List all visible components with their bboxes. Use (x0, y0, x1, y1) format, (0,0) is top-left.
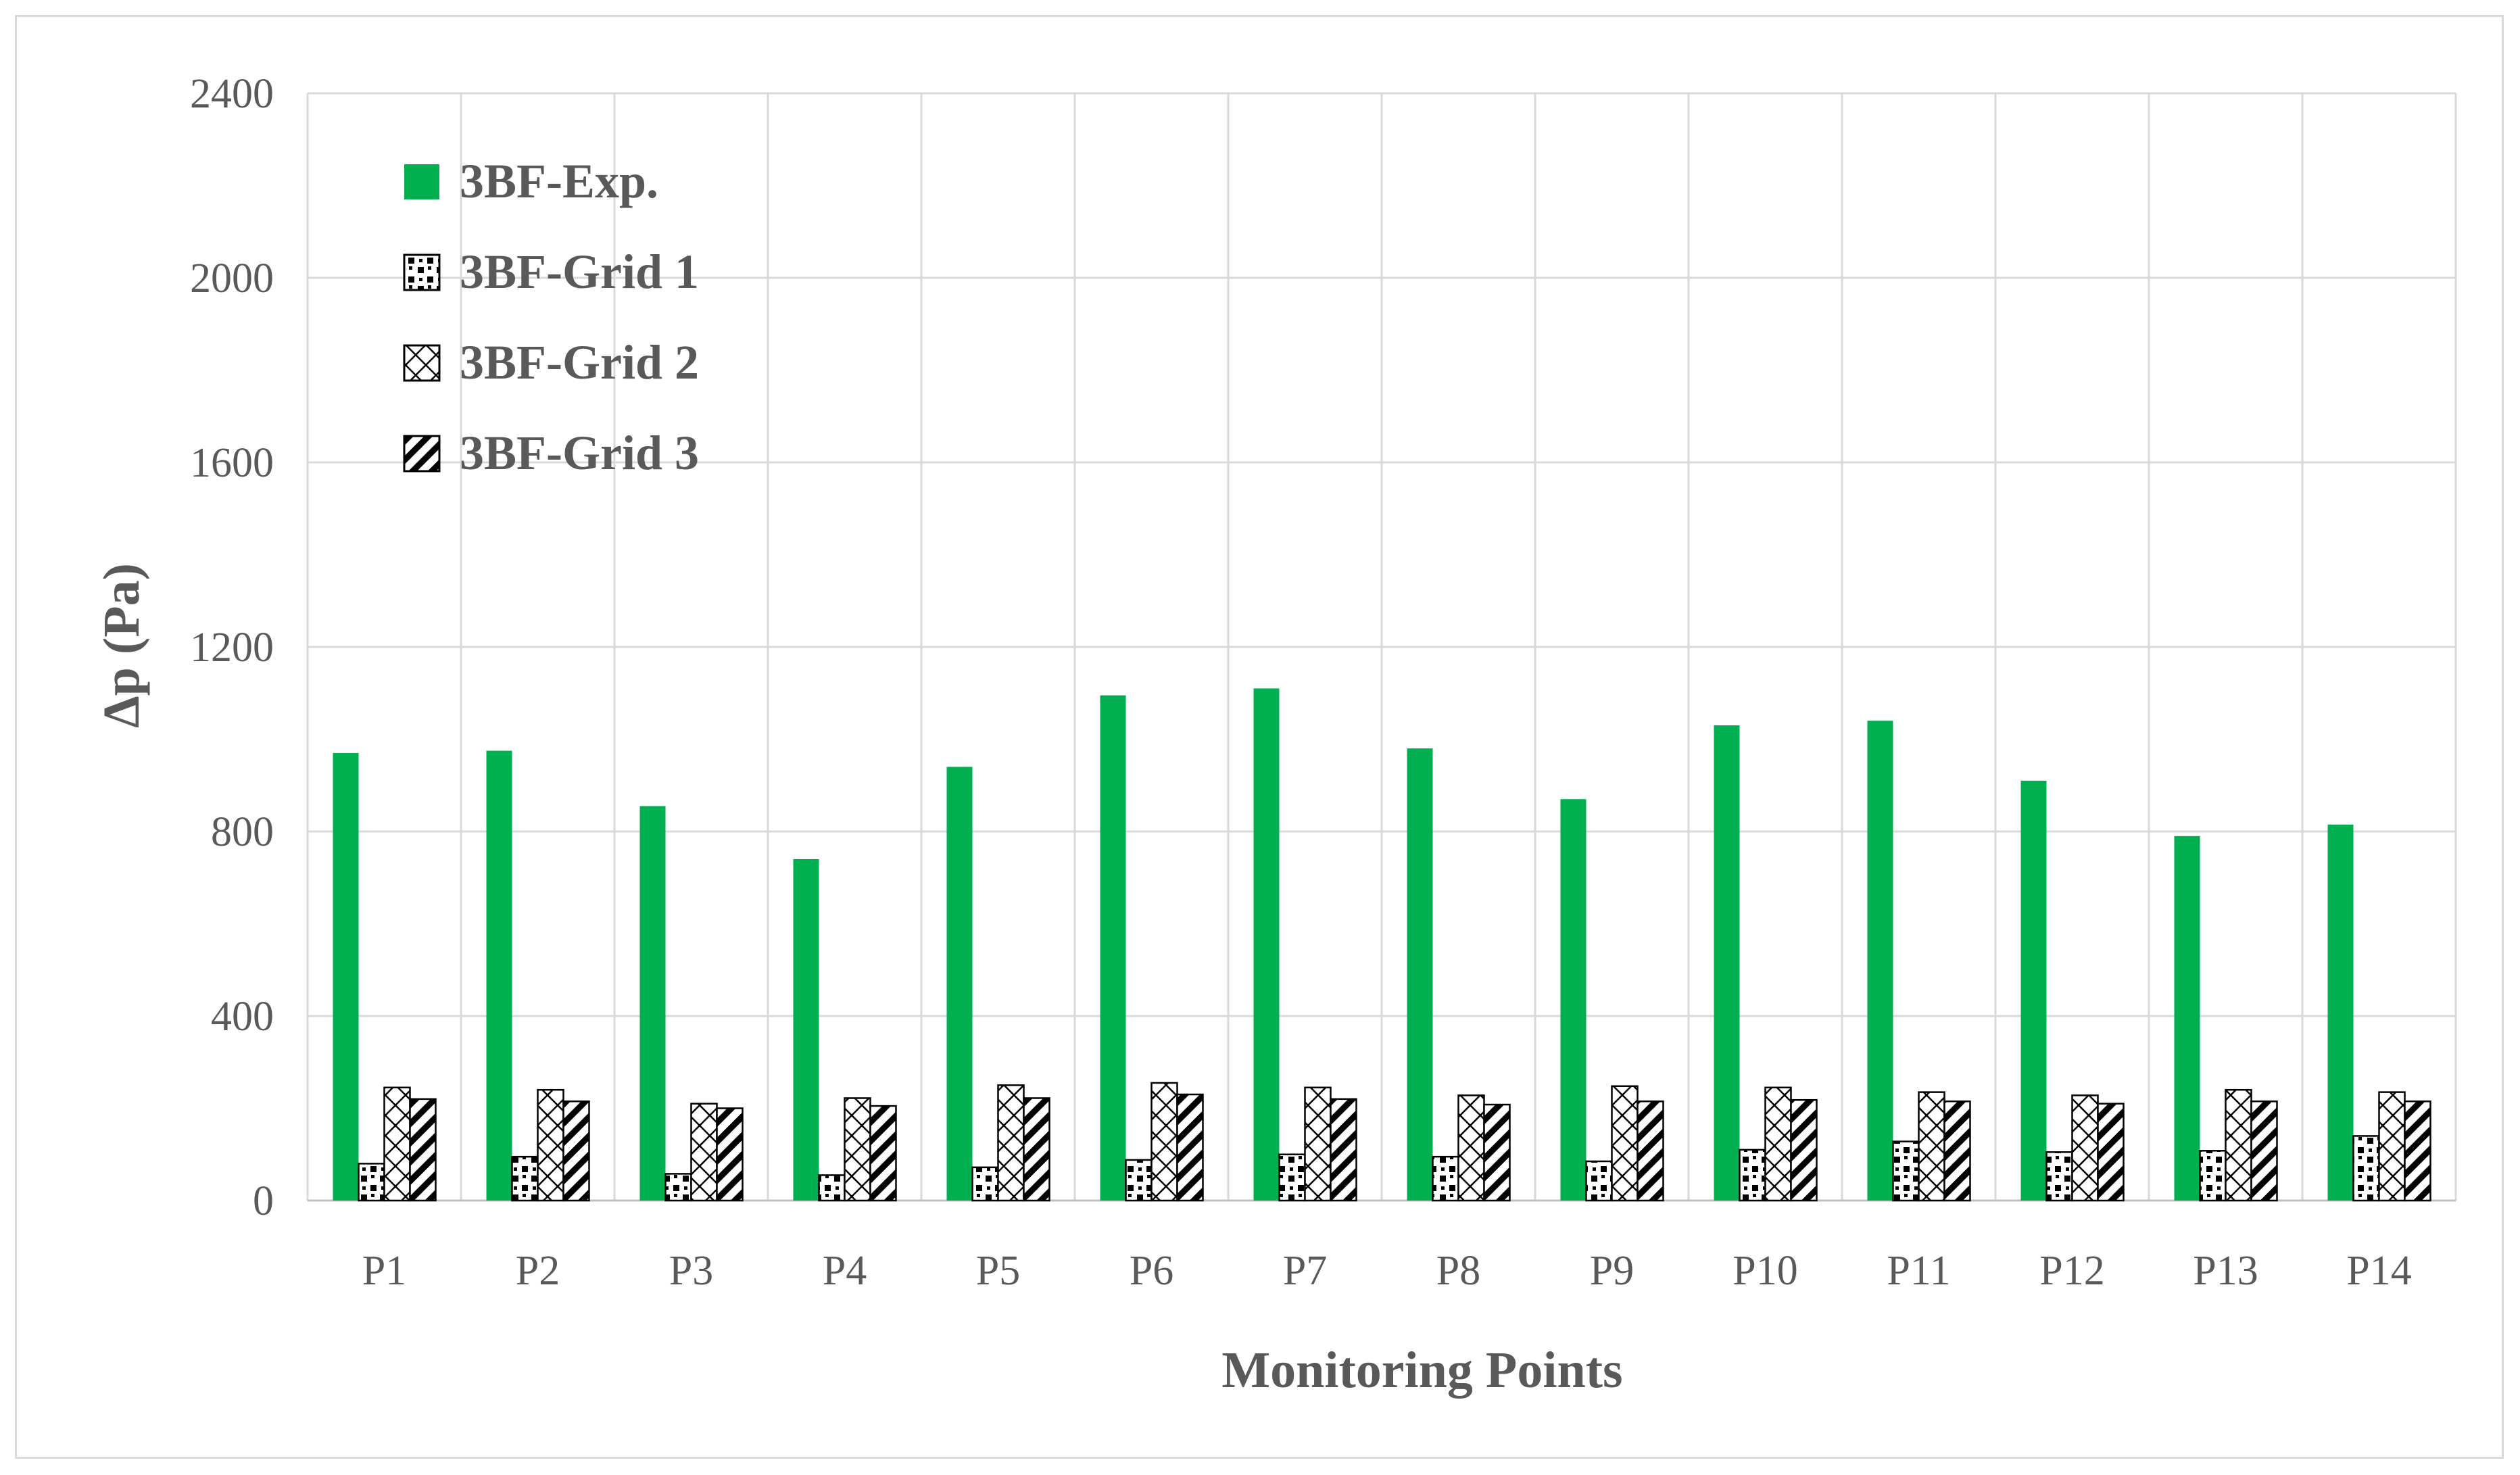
bar-3bf-grid-1-p5 (971, 1166, 999, 1202)
bar-3bf-grid-2-p1 (383, 1086, 411, 1202)
y-tick-label: 2000 (190, 256, 274, 301)
legend-label: 3BF-Grid 3 (460, 426, 699, 480)
bar-3bf-exp-p8 (1407, 748, 1433, 1201)
legend-label: 3BF-Exp. (460, 154, 658, 208)
bar-3bf-grid-1-p12 (2045, 1151, 2073, 1202)
bar-3bf-grid-3-p11 (1943, 1101, 1971, 1202)
y-tick-label: 0 (253, 1178, 274, 1224)
bar-3bf-grid-2-p4 (844, 1097, 871, 1202)
y-axis-ticks: 0 400 800 1200 1600 2000 2400 (190, 71, 274, 1224)
bar-3bf-exp-p12 (2020, 780, 2047, 1201)
bar-3bf-grid-2-p10 (1764, 1086, 1792, 1202)
legend-swatch (403, 344, 441, 382)
bar-3bf-exp-p13 (2174, 836, 2200, 1201)
bar-3bf-grid-1-p11 (1892, 1140, 1920, 1202)
bar-3bf-grid-1-p8 (1432, 1155, 1459, 1202)
legend-swatch (404, 164, 439, 199)
bar-3bf-grid-2-p6 (1150, 1082, 1178, 1202)
legend-label: 3BF-Grid 2 (460, 335, 699, 389)
x-tick-label: P13 (2193, 1248, 2258, 1294)
bar-3bf-grid-3-p14 (2404, 1101, 2431, 1202)
bar-3bf-grid-2-p8 (1457, 1094, 1485, 1202)
x-tick-label: P11 (1887, 1248, 1950, 1294)
bar-3bf-grid-1-p4 (818, 1174, 846, 1202)
bar-3bf-grid-1-p2 (511, 1155, 539, 1202)
bar-3bf-grid-3-p5 (1023, 1097, 1050, 1202)
legend-label: 3BF-Grid 1 (460, 245, 699, 299)
bars (333, 688, 2431, 1202)
bar-3bf-grid-1-p1 (358, 1163, 385, 1202)
bar-3bf-grid-3-p1 (409, 1098, 437, 1202)
bar-3bf-grid-3-p8 (1483, 1103, 1511, 1202)
bar-3bf-grid-1-p3 (664, 1173, 692, 1202)
bar-3bf-exp-p9 (1560, 799, 1586, 1201)
y-tick-label: 800 (211, 809, 274, 855)
x-tick-label: P2 (516, 1248, 560, 1294)
x-tick-label: P6 (1130, 1248, 1173, 1294)
legend-swatch (403, 435, 441, 473)
x-tick-label: P14 (2346, 1248, 2411, 1294)
x-tick-label: P10 (1732, 1248, 1797, 1294)
bar-3bf-exp-p5 (946, 767, 973, 1201)
bar-3bf-grid-2-p13 (2225, 1088, 2252, 1202)
bar-3bf-grid-1-p9 (1585, 1160, 1613, 1202)
y-tick-label: 400 (211, 994, 274, 1040)
x-axis-title: Monitoring Points (1221, 1342, 1622, 1399)
x-tick-label: P12 (2039, 1248, 2104, 1294)
bar-3bf-grid-2-p12 (2071, 1094, 2099, 1202)
bar-3bf-exp-p11 (1867, 721, 1893, 1201)
bar-3bf-grid-2-p9 (1611, 1085, 1639, 1202)
bar-3bf-exp-p3 (639, 806, 666, 1201)
bar-3bf-grid-2-p5 (997, 1084, 1025, 1202)
x-tick-label: P4 (823, 1248, 867, 1294)
x-axis-ticks: P1 P2 P3 P4 P5 P6 P7 P8 P9 P10 P11 P12 P13 P14 (362, 1248, 2412, 1294)
bar-3bf-grid-3-p3 (716, 1107, 744, 1202)
legend-swatch (403, 253, 441, 291)
bar-3bf-grid-2-p14 (2378, 1091, 2406, 1202)
bar-3bf-grid-2-p11 (1918, 1091, 1945, 1202)
x-tick-label: P8 (1436, 1248, 1480, 1294)
x-tick-label: P1 (362, 1248, 406, 1294)
bar-3bf-grid-1-p10 (1739, 1148, 1766, 1202)
bar-3bf-grid-1-p6 (1125, 1159, 1153, 1202)
y-tick-label: 2400 (190, 71, 274, 117)
bar-3bf-exp-p10 (1714, 725, 1740, 1201)
legend: 3BF-Exp. 3BF-Grid 1 3BF-Grid 2 3BF-Grid 3 (403, 154, 699, 480)
bar-3bf-grid-3-p10 (1790, 1098, 1818, 1202)
bar-3bf-grid-1-p14 (2352, 1135, 2380, 1202)
bar-3bf-exp-p14 (2327, 824, 2354, 1201)
bar-3bf-grid-2-p2 (537, 1088, 564, 1202)
bar-3bf-grid-3-p7 (1330, 1098, 1357, 1202)
bar-3bf-exp-p7 (1253, 688, 1280, 1201)
x-tick-label: P9 (1590, 1248, 1634, 1294)
bar-3bf-grid-3-p6 (1176, 1093, 1204, 1202)
x-tick-label: P7 (1283, 1248, 1327, 1294)
bar-3bf-exp-p6 (1100, 695, 1126, 1201)
bar-3bf-exp-p2 (486, 750, 512, 1201)
bar-3bf-exp-p4 (793, 859, 819, 1201)
bar-3bf-grid-3-p13 (2250, 1101, 2278, 1202)
bar-3bf-exp-p1 (333, 752, 359, 1201)
x-tick-label: P5 (976, 1248, 1020, 1294)
bar-3bf-grid-3-p12 (2097, 1103, 2125, 1202)
x-tick-label: P3 (669, 1248, 713, 1294)
bar-3bf-grid-1-p7 (1278, 1153, 1306, 1202)
y-tick-label: 1200 (190, 625, 274, 671)
bar-3bf-grid-2-p7 (1304, 1086, 1332, 1202)
y-tick-label: 1600 (190, 440, 274, 486)
y-axis-title: Δp (Pa) (93, 563, 150, 728)
bar-3bf-grid-3-p9 (1637, 1101, 1664, 1202)
bar-3bf-grid-2-p3 (690, 1103, 718, 1202)
bar-3bf-grid-3-p4 (869, 1105, 897, 1202)
bar-3bf-grid-1-p13 (2199, 1150, 2227, 1202)
bar-3bf-grid-3-p2 (562, 1101, 590, 1202)
